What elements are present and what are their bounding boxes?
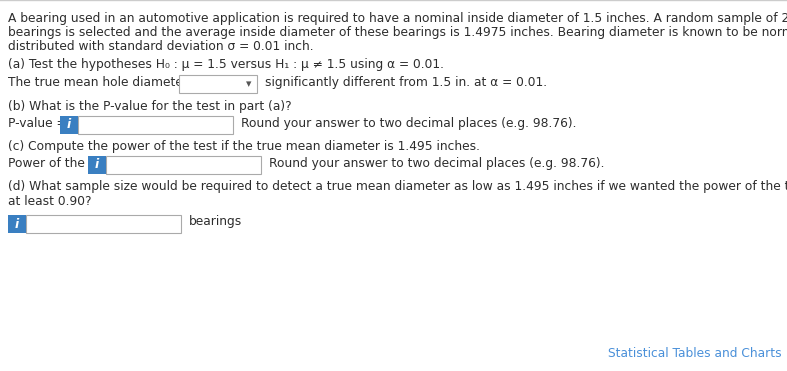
Text: bearings: bearings — [189, 215, 242, 228]
Text: i: i — [15, 217, 19, 230]
Bar — [179, 75, 257, 93]
Text: The true mean hole diameter: The true mean hole diameter — [8, 76, 188, 89]
Bar — [106, 156, 261, 174]
Bar — [60, 116, 78, 134]
Text: i: i — [67, 118, 71, 131]
Text: A bearing used in an automotive application is required to have a nominal inside: A bearing used in an automotive applicat… — [8, 12, 787, 25]
Text: Round your answer to two decimal places (e.g. 98.76).: Round your answer to two decimal places … — [269, 157, 604, 170]
Text: distributed with standard deviation σ = 0.01 inch.: distributed with standard deviation σ = … — [8, 40, 314, 53]
Text: bearings is selected and the average inside diameter of these bearings is 1.4975: bearings is selected and the average ins… — [8, 26, 787, 39]
Text: (c) Compute the power of the test if the true mean diameter is 1.495 inches.: (c) Compute the power of the test if the… — [8, 140, 480, 153]
Text: significantly different from 1.5 in. at α = 0.01.: significantly different from 1.5 in. at … — [265, 76, 547, 89]
Text: at least 0.90?: at least 0.90? — [8, 195, 91, 208]
Text: Power of the test =: Power of the test = — [8, 157, 131, 170]
Text: (a) Test the hypotheses H₀ : μ = 1.5 versus H₁ : μ ≠ 1.5 using α = 0.01.: (a) Test the hypotheses H₀ : μ = 1.5 ver… — [8, 58, 444, 71]
Bar — [78, 116, 233, 134]
Text: (b) What is the P-value for the test in part (a)?: (b) What is the P-value for the test in … — [8, 100, 292, 113]
Bar — [88, 156, 106, 174]
Text: P-value =: P-value = — [8, 117, 71, 130]
Text: i: i — [95, 158, 99, 171]
Bar — [26, 215, 181, 233]
Text: ▾: ▾ — [246, 79, 252, 89]
Text: (d) What sample size would be required to detect a true mean diameter as low as : (d) What sample size would be required t… — [8, 180, 787, 193]
Text: Round your answer to two decimal places (e.g. 98.76).: Round your answer to two decimal places … — [241, 117, 577, 130]
Bar — [8, 215, 26, 233]
Text: Statistical Tables and Charts: Statistical Tables and Charts — [608, 347, 782, 360]
